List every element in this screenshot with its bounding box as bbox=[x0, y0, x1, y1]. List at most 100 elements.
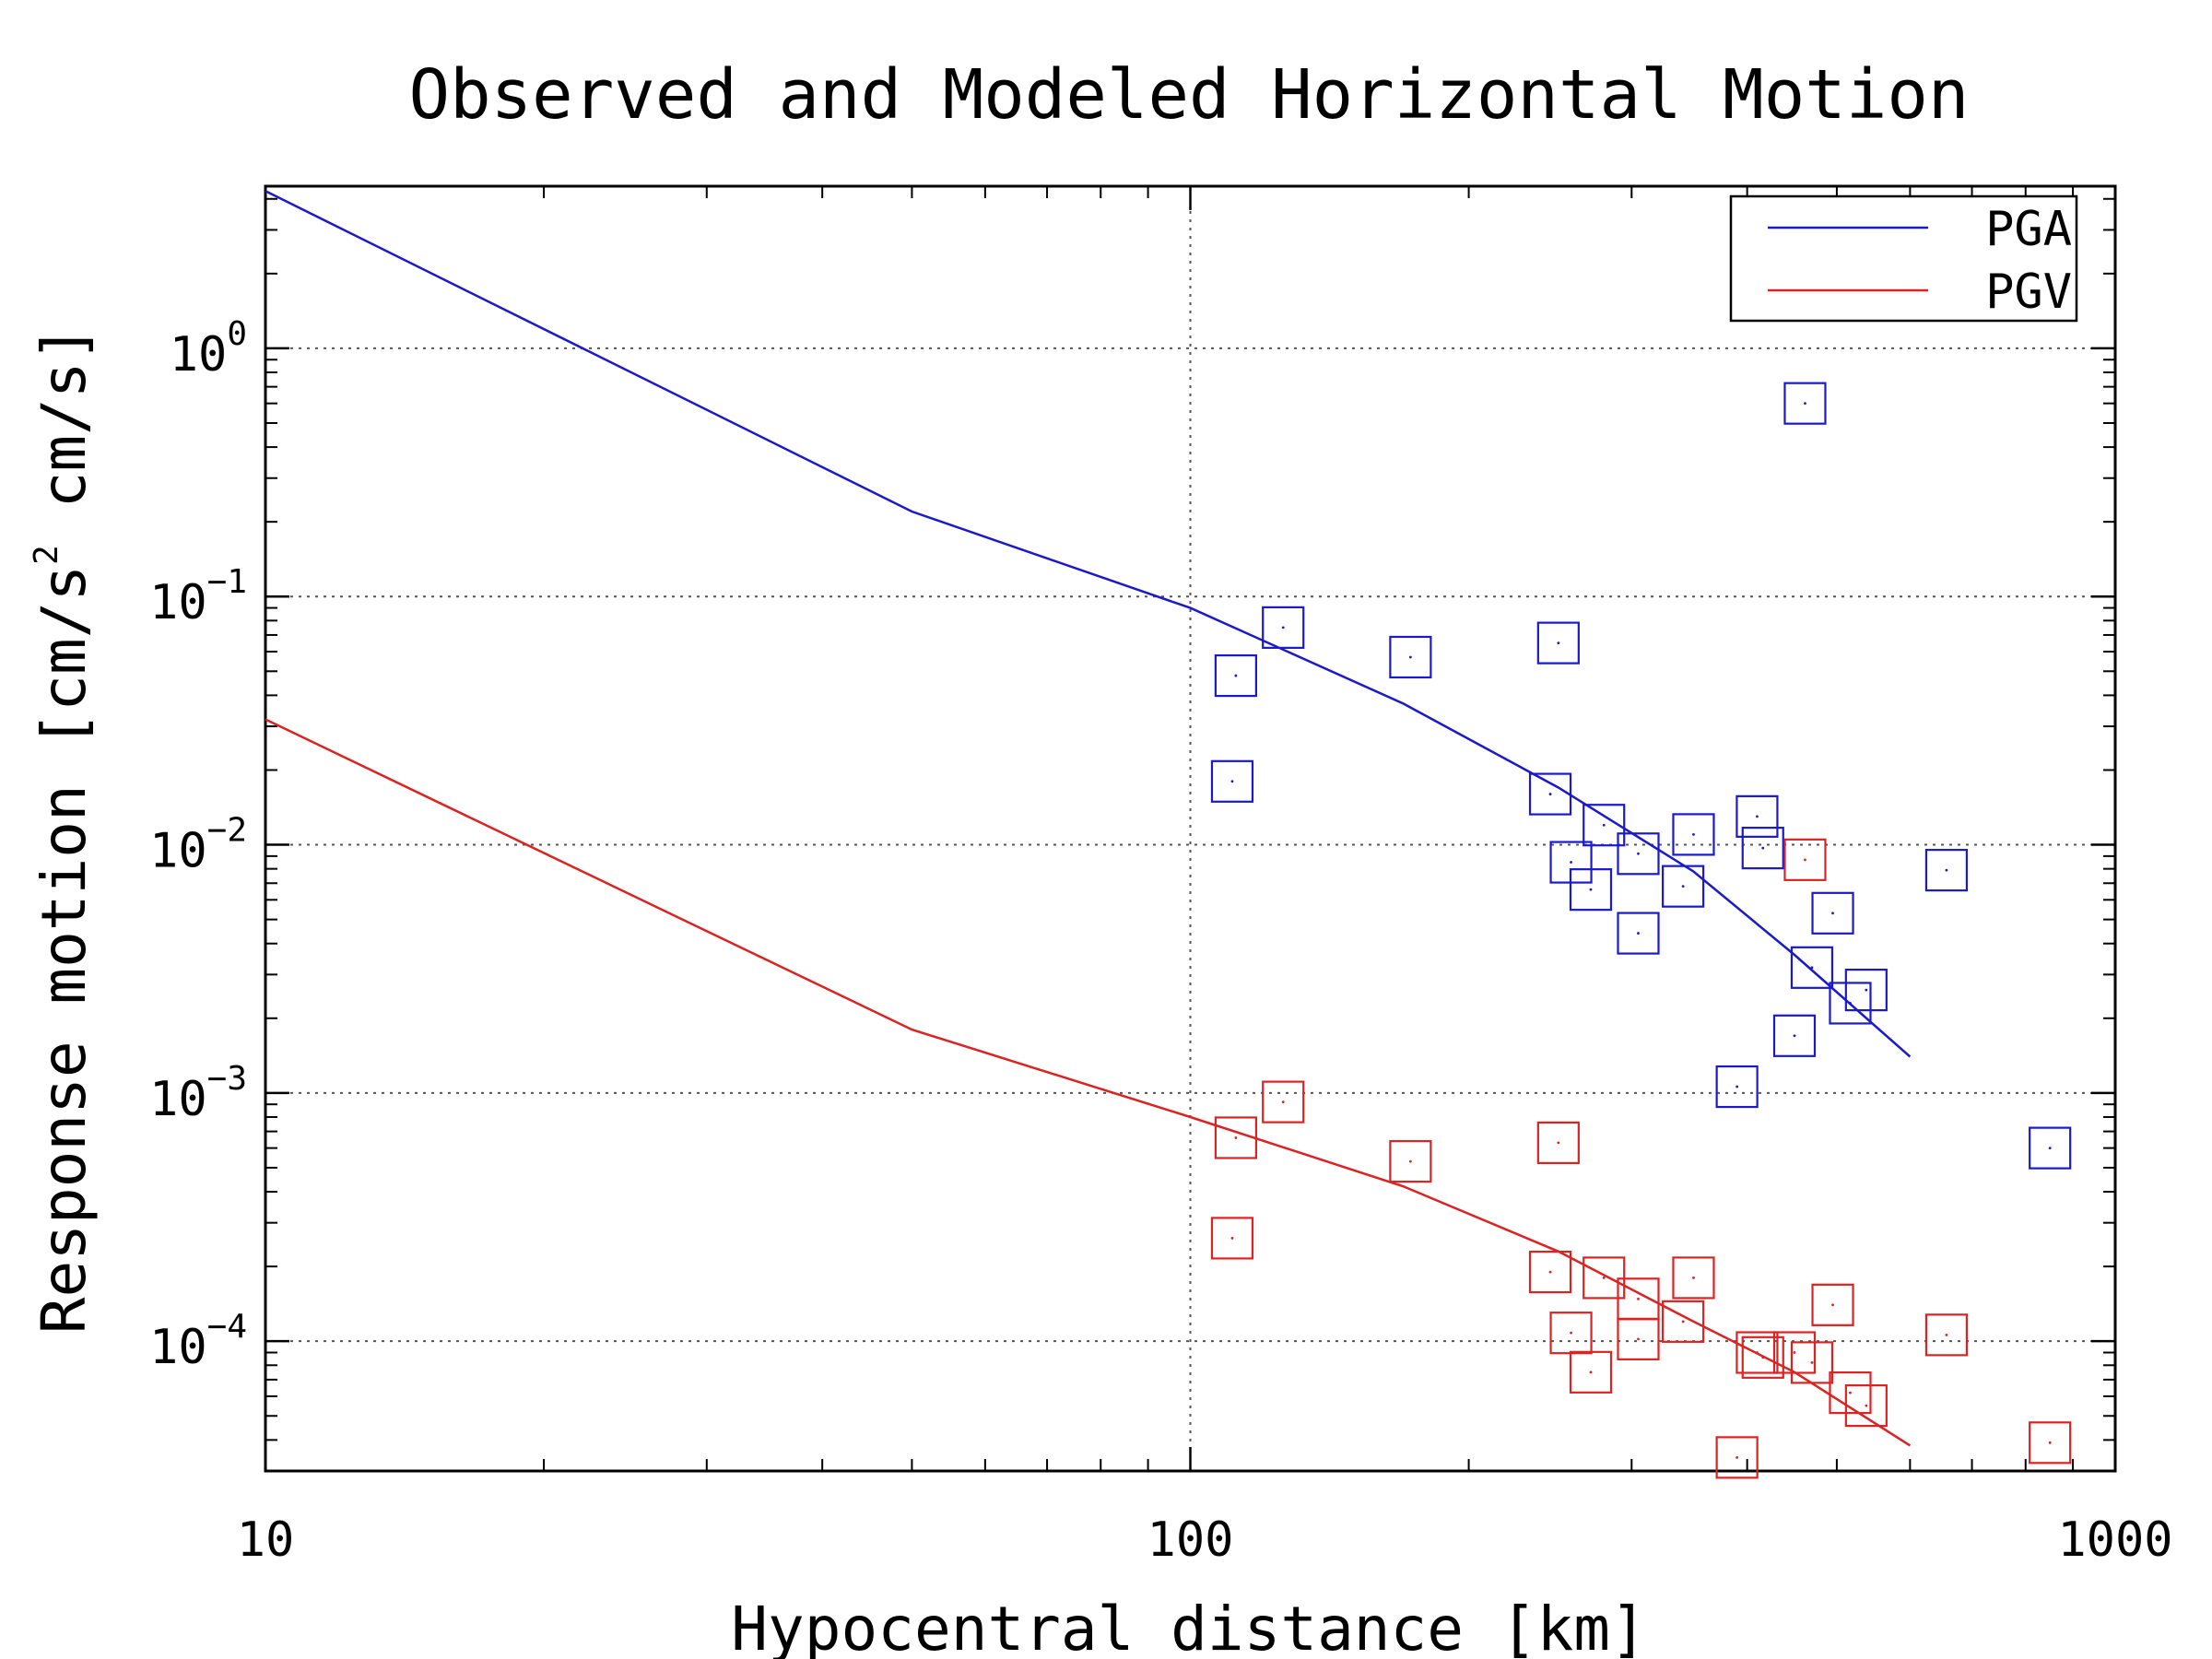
data-point-center-pgv bbox=[1637, 1297, 1640, 1300]
data-point-pgv bbox=[1811, 1283, 1854, 1326]
data-point-center-pgv bbox=[1945, 1333, 1948, 1336]
chart-title: Observed and Modeled Horizontal Motion bbox=[409, 55, 1970, 135]
data-point-pgv bbox=[1715, 1436, 1759, 1479]
data-point-center-pga bbox=[1557, 641, 1560, 645]
y-tick-label: 10−3 bbox=[149, 1060, 247, 1127]
data-point-pga bbox=[1214, 653, 1257, 698]
data-point-pgv bbox=[1844, 1384, 1888, 1428]
data-point-pga bbox=[1715, 1065, 1759, 1109]
data-point-center-pga bbox=[1735, 1085, 1739, 1088]
data-point-pga bbox=[1924, 849, 1969, 892]
data-point-center-pgv bbox=[1761, 1356, 1765, 1359]
data-point-pgv bbox=[1210, 1217, 1254, 1260]
data-point-pga bbox=[1662, 865, 1705, 908]
series-layer bbox=[265, 190, 2072, 1479]
data-point-pgv bbox=[2029, 1421, 2072, 1465]
data-point-center-pga bbox=[1589, 888, 1593, 891]
data-point-center-pga bbox=[1602, 823, 1606, 827]
legend-label-pgv: PGV bbox=[1985, 265, 2072, 320]
data-point-center-pgv bbox=[1637, 1337, 1640, 1341]
data-point-center-pgv bbox=[1557, 1141, 1560, 1145]
y-tick-exp: −1 bbox=[207, 563, 247, 601]
data-point-pgv bbox=[1617, 1317, 1660, 1360]
data-point-center-pgv bbox=[1589, 1371, 1593, 1374]
data-point-center-pga bbox=[1756, 815, 1759, 818]
data-point-pgv bbox=[1783, 838, 1827, 881]
data-point-center-pgv bbox=[2048, 1441, 2052, 1444]
data-point-center-pgv bbox=[1831, 1303, 1834, 1307]
y-tick-base: 10 bbox=[149, 1320, 207, 1375]
data-point-pga bbox=[2029, 1126, 2072, 1170]
data-point-pgv bbox=[1772, 1331, 1817, 1374]
x-tick-label: 1000 bbox=[2057, 1512, 2172, 1568]
model-line-pga bbox=[265, 190, 1912, 1058]
data-point-pgv bbox=[1829, 1371, 1872, 1415]
y-axis-label-main: Response motion [cm/s bbox=[29, 565, 100, 1334]
y-tick-base: 10 bbox=[149, 575, 207, 630]
data-point-center-pga bbox=[1793, 1034, 1796, 1038]
data-point-pgv bbox=[1790, 1341, 1834, 1384]
x-tick-labels: 10 100 1000 bbox=[237, 1512, 2173, 1568]
data-point-center-pga bbox=[1637, 852, 1640, 855]
data-point-pgv bbox=[1389, 1140, 1432, 1183]
data-point-pga bbox=[1617, 832, 1660, 876]
data-point-center-pgv bbox=[1281, 1100, 1285, 1104]
y-tick-base: 10 bbox=[149, 1072, 207, 1127]
data-point-center-pga bbox=[1692, 833, 1695, 836]
data-point-center-pga bbox=[1408, 655, 1412, 659]
data-point-pgv bbox=[1262, 1080, 1305, 1124]
data-point-pgv bbox=[1214, 1116, 1257, 1159]
data-point-center-pga bbox=[1849, 1002, 1852, 1005]
data-point-center-pga bbox=[1865, 988, 1868, 992]
minor-ticks bbox=[264, 186, 2117, 1472]
y-axis-label-sup: 2 bbox=[28, 545, 65, 565]
data-point-center-pga bbox=[1230, 780, 1234, 783]
data-point-center-pgv bbox=[1692, 1277, 1695, 1279]
plot-frame bbox=[264, 184, 2117, 1473]
data-point-center-pgv bbox=[1849, 1391, 1852, 1394]
data-point-pga bbox=[1672, 813, 1715, 856]
data-point-center-pga bbox=[1281, 626, 1285, 629]
data-point-pga bbox=[1829, 982, 1872, 1025]
x-tick-label: 10 bbox=[237, 1512, 295, 1568]
data-point-center-pgv bbox=[1756, 1351, 1759, 1354]
data-point-pga bbox=[1735, 794, 1779, 838]
y-tick-exp: 0 bbox=[227, 315, 247, 353]
data-point-pga bbox=[1389, 635, 1432, 679]
data-point-center-pgv bbox=[1793, 1351, 1796, 1354]
data-point-center-pgv bbox=[1234, 1136, 1238, 1139]
data-point-center-pgv bbox=[1804, 858, 1806, 862]
y-tick-label: 10−4 bbox=[149, 1308, 247, 1375]
data-point-center-pga bbox=[1681, 885, 1685, 888]
y-tick-base: 10 bbox=[170, 327, 228, 382]
data-point-pga bbox=[1790, 946, 1834, 989]
data-point-center-pgv bbox=[1602, 1277, 1606, 1279]
data-point-center-pgv bbox=[1230, 1237, 1234, 1240]
y-tick-exp: −3 bbox=[207, 1060, 247, 1098]
legend-box bbox=[1729, 194, 2078, 323]
data-point-pgv bbox=[1569, 1350, 1613, 1394]
data-point-pga bbox=[1844, 969, 1888, 1012]
y-tick-base: 10 bbox=[149, 824, 207, 879]
y-axis-label-tail: cm/s] bbox=[29, 325, 100, 545]
y-axis-label: Response motion [cm/s2 cm/s] bbox=[28, 325, 100, 1335]
data-point-pga bbox=[1536, 621, 1580, 665]
y-tick-exp: −2 bbox=[207, 812, 247, 850]
data-point-pga bbox=[1569, 868, 1613, 912]
data-point-pgv bbox=[1735, 1331, 1779, 1374]
y-tick-exp: −4 bbox=[207, 1308, 247, 1346]
data-point-pga bbox=[1210, 759, 1254, 803]
y-tick-label: 10−2 bbox=[149, 812, 247, 879]
data-point-center-pgv bbox=[1408, 1159, 1412, 1163]
data-point-pgv bbox=[1672, 1256, 1715, 1300]
data-point-pga bbox=[1583, 804, 1626, 847]
data-point-center-pga bbox=[1234, 674, 1238, 677]
grid bbox=[265, 186, 2115, 1471]
data-point-center-pga bbox=[1810, 966, 1814, 970]
data-point-center-pga bbox=[1570, 861, 1572, 864]
data-point-center-pgv bbox=[1681, 1320, 1685, 1324]
data-point-pgv bbox=[1536, 1121, 1580, 1165]
data-point-pga bbox=[1811, 891, 1854, 935]
